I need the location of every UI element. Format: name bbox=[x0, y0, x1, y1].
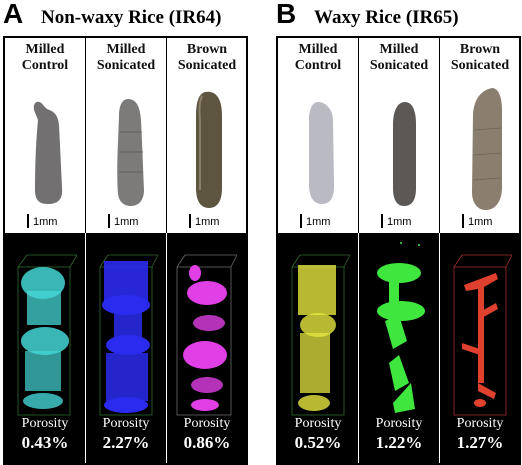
micro-ct-render: Porosity 0.52% bbox=[278, 233, 358, 465]
panel-b: B Waxy Rice (IR65) Milled Control 1mm bbox=[276, 0, 521, 465]
column-milled-sonicated: Milled Sonicated 1mm bbox=[359, 38, 439, 465]
micro-ct-render: Porosity 0.86% bbox=[167, 233, 247, 465]
porosity-value: 0.52% bbox=[294, 433, 342, 452]
figure-frame: Milled Control 1mm bbox=[3, 36, 248, 465]
porosity-label: Porosity bbox=[102, 416, 150, 431]
grain-photo: 1mm bbox=[5, 80, 85, 233]
column-milled-sonicated: Milled Sonicated 1mm bbox=[86, 38, 166, 465]
micro-ct-render: Porosity 2.27% bbox=[86, 233, 166, 465]
column-divider bbox=[358, 38, 359, 233]
column-divider bbox=[166, 38, 167, 233]
micro-ct-render: Porosity 1.27% bbox=[440, 233, 520, 465]
panel-title: Waxy Rice (IR65) bbox=[314, 7, 459, 28]
scale-label: 1mm bbox=[468, 216, 493, 228]
grain-photo: 1mm bbox=[359, 80, 439, 233]
column-header: Brown Sonicated bbox=[450, 42, 510, 73]
porosity-label: Porosity bbox=[294, 416, 342, 431]
column-header: Milled Control bbox=[21, 42, 69, 73]
column-header: Brown Sonicated bbox=[177, 42, 237, 73]
grain-photo: 1mm bbox=[167, 80, 247, 233]
scale-bar bbox=[381, 214, 383, 228]
scale-label: 1mm bbox=[195, 216, 220, 228]
scale-label: 1mm bbox=[387, 216, 412, 228]
porosity-label: Porosity bbox=[456, 416, 504, 431]
scale-bar bbox=[189, 214, 191, 228]
porosity-label: Porosity bbox=[183, 416, 231, 431]
figure-frame: Milled Control 1mm bbox=[276, 36, 521, 465]
grain-photo: 1mm bbox=[278, 80, 358, 233]
porosity-value: 1.27% bbox=[456, 433, 504, 452]
porosity-value: 1.22% bbox=[375, 433, 423, 452]
porosity-value: 2.27% bbox=[102, 433, 150, 452]
porosity-value: 0.43% bbox=[21, 433, 69, 452]
column-header: Milled Control bbox=[294, 42, 342, 73]
column-divider bbox=[439, 38, 440, 233]
grain-photo: 1mm bbox=[440, 80, 520, 233]
scale-label: 1mm bbox=[114, 216, 139, 228]
panel-header: B Waxy Rice (IR65) bbox=[276, 0, 521, 36]
column-brown-sonicated: Brown Sonicated 1mm bbox=[440, 38, 520, 465]
porosity-label: Porosity bbox=[21, 416, 69, 431]
column-brown-sonicated: Brown Sonicated 1mm bbox=[167, 38, 247, 465]
scale-label: 1mm bbox=[33, 216, 58, 228]
column-divider bbox=[85, 38, 86, 233]
scale-bar bbox=[108, 214, 110, 228]
scale-label: 1mm bbox=[306, 216, 331, 228]
scale-bar bbox=[27, 214, 29, 228]
porosity-value: 0.86% bbox=[183, 433, 231, 452]
porosity-label: Porosity bbox=[375, 416, 423, 431]
panel-letter: A bbox=[3, 0, 24, 29]
micro-ct-render: Porosity 1.22% bbox=[359, 233, 439, 465]
grain-photo: 1mm bbox=[86, 80, 166, 233]
panel-letter: B bbox=[276, 0, 297, 29]
scale-bar bbox=[462, 214, 464, 228]
panel-title: Non-waxy Rice (IR64) bbox=[41, 7, 222, 28]
panel-header: A Non-waxy Rice (IR64) bbox=[3, 0, 248, 36]
column-header: Milled Sonicated bbox=[369, 42, 429, 73]
scale-bar bbox=[300, 214, 302, 228]
micro-ct-render: Porosity 0.43% bbox=[5, 233, 85, 465]
panel-a: A Non-waxy Rice (IR64) Milled Control 1m… bbox=[3, 0, 248, 465]
column-header: Milled Sonicated bbox=[96, 42, 156, 73]
column-milled-control: Milled Control 1mm bbox=[5, 38, 85, 465]
column-milled-control: Milled Control 1mm bbox=[278, 38, 358, 465]
